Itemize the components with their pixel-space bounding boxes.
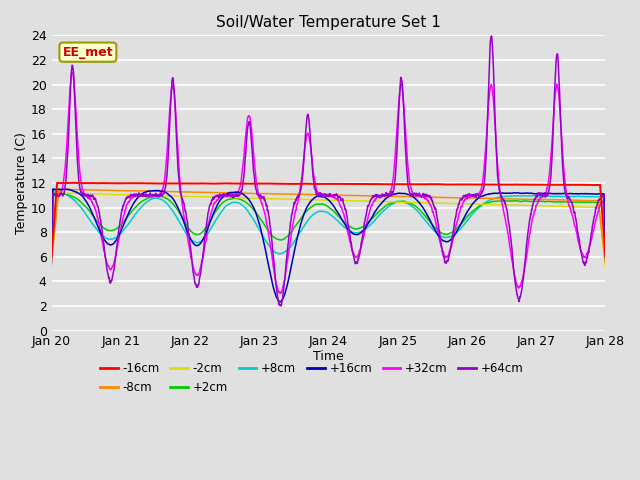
+8cm	[50, 187, 58, 193]
+16cm	[111, 239, 118, 245]
Y-axis label: Temperature (C): Temperature (C)	[15, 132, 28, 234]
+2cm	[591, 200, 598, 205]
+8cm	[111, 235, 118, 241]
+2cm	[111, 227, 118, 232]
+64cm	[488, 33, 495, 39]
-16cm	[602, 252, 609, 258]
Title: Soil/Water Temperature Set 1: Soil/Water Temperature Set 1	[216, 15, 441, 30]
+16cm	[49, 186, 57, 192]
Legend: -16cm, -8cm, -2cm, +2cm, +8cm, +16cm, +32cm, +64cm: -16cm, -8cm, -2cm, +2cm, +8cm, +16cm, +3…	[95, 357, 528, 398]
+32cm	[284, 252, 292, 257]
-16cm	[260, 180, 268, 186]
-8cm	[55, 186, 63, 192]
+2cm	[144, 195, 152, 201]
+32cm	[591, 221, 599, 227]
+8cm	[602, 258, 609, 264]
Text: EE_met: EE_met	[63, 46, 113, 59]
+64cm	[277, 303, 285, 309]
-2cm	[59, 190, 67, 196]
+64cm	[591, 212, 599, 217]
+64cm	[111, 261, 118, 266]
+8cm	[47, 254, 55, 260]
Line: -2cm: -2cm	[51, 193, 605, 267]
+16cm	[531, 191, 539, 197]
+2cm	[531, 199, 539, 204]
+32cm	[602, 248, 609, 253]
-8cm	[284, 191, 292, 197]
+16cm	[260, 240, 268, 246]
+2cm	[49, 190, 57, 196]
-8cm	[111, 188, 118, 193]
-2cm	[531, 203, 539, 209]
-8cm	[531, 196, 539, 202]
Line: +16cm: +16cm	[51, 189, 605, 302]
-8cm	[144, 188, 152, 194]
+32cm	[68, 70, 76, 75]
+2cm	[602, 257, 609, 263]
Line: +8cm: +8cm	[51, 190, 605, 261]
-8cm	[591, 198, 598, 204]
Line: +2cm: +2cm	[51, 193, 605, 262]
+32cm	[276, 290, 284, 296]
+16cm	[602, 254, 609, 260]
-16cm	[284, 181, 292, 187]
Line: -16cm: -16cm	[51, 183, 605, 257]
-16cm	[47, 254, 55, 260]
-2cm	[591, 204, 598, 210]
-16cm	[531, 182, 539, 188]
+8cm	[591, 194, 598, 200]
-16cm	[111, 180, 118, 186]
+16cm	[47, 252, 55, 258]
-2cm	[47, 259, 55, 264]
+8cm	[144, 198, 152, 204]
+32cm	[260, 208, 268, 214]
-2cm	[602, 264, 609, 270]
+32cm	[47, 246, 55, 252]
+32cm	[144, 193, 152, 199]
Line: -8cm: -8cm	[51, 189, 605, 264]
+16cm	[591, 191, 599, 197]
-8cm	[602, 261, 609, 267]
+64cm	[144, 193, 152, 199]
-16cm	[69, 180, 77, 186]
+32cm	[111, 256, 118, 262]
-2cm	[260, 196, 268, 202]
+64cm	[531, 196, 539, 202]
+64cm	[602, 226, 609, 232]
-16cm	[144, 180, 152, 186]
Line: +32cm: +32cm	[51, 72, 605, 293]
+16cm	[284, 278, 292, 284]
+32cm	[531, 207, 539, 213]
+16cm	[144, 189, 152, 194]
-2cm	[144, 192, 152, 198]
-16cm	[591, 182, 598, 188]
+2cm	[260, 222, 268, 228]
Line: +64cm: +64cm	[51, 36, 605, 306]
+8cm	[284, 247, 292, 252]
+2cm	[47, 259, 55, 264]
X-axis label: Time: Time	[313, 350, 344, 363]
-2cm	[284, 196, 292, 202]
+16cm	[276, 299, 284, 305]
+2cm	[284, 233, 292, 239]
-8cm	[47, 257, 55, 263]
+64cm	[260, 195, 268, 201]
-8cm	[260, 191, 268, 196]
-2cm	[111, 192, 118, 197]
+64cm	[47, 261, 55, 267]
+8cm	[531, 193, 539, 199]
+8cm	[260, 235, 268, 241]
+64cm	[284, 240, 292, 246]
